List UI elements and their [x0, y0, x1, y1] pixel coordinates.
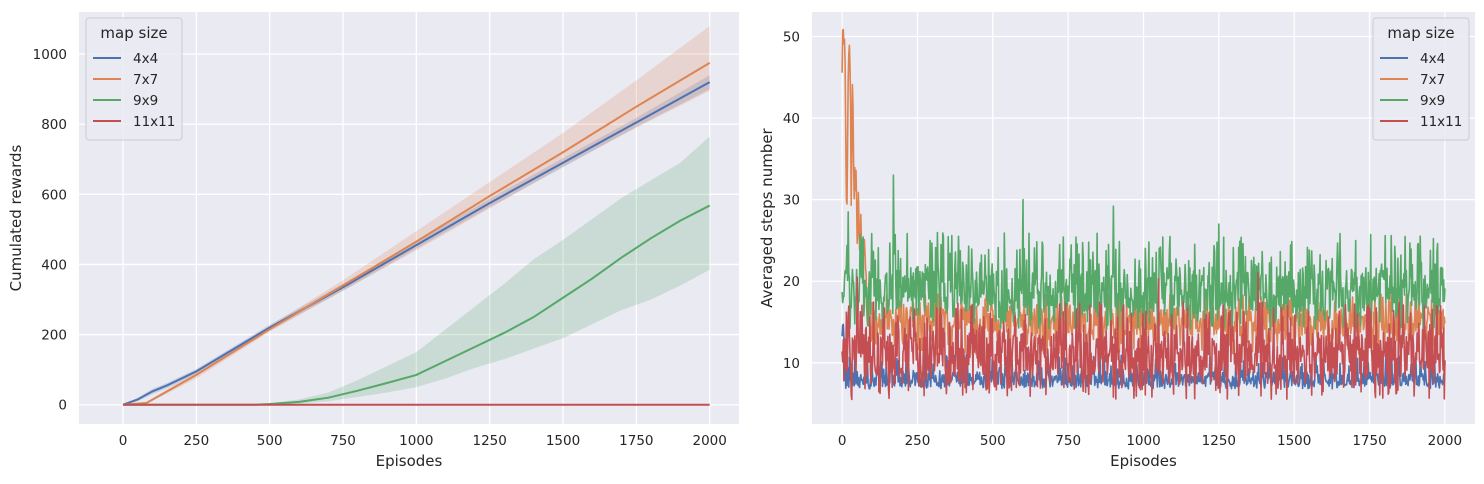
x-tick-label: 250 [905, 433, 931, 449]
left-x-axis-label: Episodes [376, 452, 443, 470]
x-tick-label: 0 [838, 433, 847, 449]
legend-label-7x7: 7x7 [133, 72, 158, 88]
left-legend-box [85, 17, 183, 141]
x-tick-label: 1000 [1126, 433, 1160, 449]
right-x-tick-labels: 0 250 500 750 1000 1250 1500 1750 2000 [838, 433, 1462, 449]
y-tick-label: 10 [783, 356, 800, 372]
x-tick-label: 1250 [1202, 433, 1236, 449]
left-series-lines [122, 61, 711, 406]
x-tick-label: 500 [980, 433, 1006, 449]
x-tick-label: 500 [257, 433, 283, 449]
legend-label-4x4: 4x4 [133, 51, 158, 67]
legend-label-4x4: 4x4 [1420, 51, 1445, 67]
right-chart: 0 250 500 750 1000 1250 1500 1750 2000 10 20 30 40 5… [758, 12, 1475, 470]
x-tick-label: 750 [330, 433, 356, 449]
series-line-7x7 [122, 61, 711, 406]
y-tick-label: 40 [783, 111, 800, 127]
y-tick-label: 200 [41, 328, 67, 344]
right-y-axis-label: Averaged steps number [758, 127, 776, 307]
y-tick-label: 20 [783, 274, 800, 290]
y-tick-label: 50 [783, 29, 800, 45]
legend-label-11x11: 11x11 [1420, 114, 1462, 130]
right-legend-box [1372, 17, 1470, 141]
x-tick-label: 1500 [546, 433, 580, 449]
x-tick-label: 750 [1055, 433, 1081, 449]
right-series-lines [841, 28, 1446, 401]
y-tick-label: 1000 [33, 47, 67, 63]
x-tick-label: 2000 [692, 433, 726, 449]
y-tick-label: 30 [783, 193, 800, 209]
right-legend-items: 4x4 7x7 9x9 11x11 [1380, 51, 1462, 130]
legend-label-7x7: 7x7 [1420, 72, 1445, 88]
left-x-tick-labels: 0 250 500 750 1000 1250 1500 1750 2000 [119, 433, 727, 449]
y-tick-label: 0 [58, 398, 67, 414]
x-tick-label: 1250 [472, 433, 506, 449]
legend-label-9x9: 9x9 [1420, 93, 1445, 109]
series-line-9x9 [841, 174, 1446, 331]
left-legend-items: 4x4 7x7 9x9 11x11 [93, 51, 175, 130]
y-tick-label: 400 [41, 257, 67, 273]
x-tick-label: 250 [183, 433, 209, 449]
confidence-band-9x9 [123, 136, 710, 405]
left-y-axis-label: Cumulated rewards [7, 145, 25, 292]
right-y-tick-labels: 10 20 30 40 50 [783, 29, 800, 371]
left-confidence-bands [123, 26, 710, 405]
y-tick-label: 800 [41, 117, 67, 133]
x-tick-label: 0 [119, 433, 128, 449]
legend-label-11x11: 11x11 [133, 114, 175, 130]
x-tick-label: 2000 [1428, 433, 1462, 449]
series-line-9x9 [123, 204, 711, 406]
left-y-tick-labels: 0 200 400 600 800 1000 [33, 47, 67, 414]
left-chart: 0 250 500 750 1000 1250 1500 1750 2000 0 200 400 60… [7, 12, 739, 470]
right-x-axis-label: Episodes [1110, 452, 1177, 470]
left-plot-area [79, 12, 739, 424]
x-tick-label: 1750 [619, 433, 653, 449]
x-tick-label: 1000 [399, 433, 433, 449]
x-tick-label: 1750 [1352, 433, 1386, 449]
left-legend: map size 4x4 7x7 9x9 11x11 [85, 17, 183, 141]
left-legend-title: map size [100, 24, 167, 42]
x-tick-label: 1500 [1277, 433, 1311, 449]
y-tick-label: 600 [41, 187, 67, 203]
right-legend-title: map size [1387, 24, 1454, 42]
legend-label-9x9: 9x9 [133, 93, 158, 109]
series-line-11x11 [841, 272, 1446, 401]
right-legend: map size 4x4 7x7 9x9 11x11 [1372, 17, 1470, 141]
